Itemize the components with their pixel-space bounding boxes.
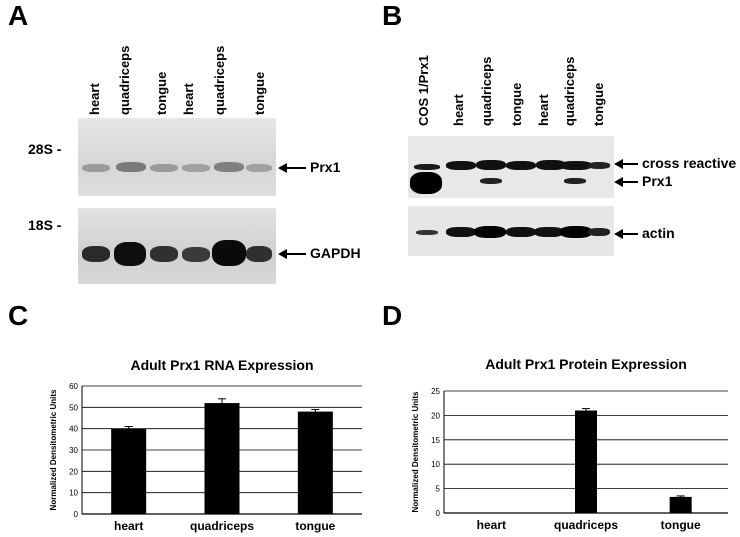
arrow-gapdh (278, 249, 306, 259)
blot-band (474, 226, 506, 238)
x-tick-label: tongue (295, 519, 335, 533)
blot-band (446, 227, 476, 237)
x-tick-label: heart (477, 518, 506, 532)
label-prx1-rna: Prx1 (310, 159, 341, 175)
y-tick-label: 40 (69, 425, 78, 434)
lane-label-b-3: quadriceps (479, 56, 494, 126)
blot-band (82, 164, 110, 172)
actin-blot (408, 206, 614, 256)
blot-band (446, 161, 476, 170)
y-tick-label: 10 (69, 489, 78, 498)
rna-expression-chart: Adult Prx1 RNA Expression Normalized Dens… (49, 357, 362, 533)
blot-band (214, 162, 244, 172)
y-tick-label: 50 (69, 403, 78, 412)
lane-label-b-7: tongue (591, 82, 606, 126)
panel-c-letter: C (8, 300, 29, 331)
y-tick-label: 0 (436, 509, 441, 518)
lane-label-a-5: quadriceps (212, 45, 227, 115)
blot-band (476, 160, 506, 170)
blot-band (416, 230, 438, 235)
blot-band (414, 164, 440, 170)
lane-label-b-5: heart (536, 94, 551, 126)
label-prx1-protein: Prx1 (642, 173, 673, 189)
lane-label-a-6: tongue (252, 71, 267, 115)
blot-band (534, 227, 564, 237)
y-tick-label: 0 (74, 510, 79, 519)
blot-band (82, 246, 110, 262)
label-gapdh: GAPDH (310, 245, 361, 261)
lane-label-b-2: heart (451, 94, 466, 126)
marker-18s: 18S - (28, 217, 62, 233)
bar-heart (111, 428, 147, 514)
prx1-protein-blot (408, 136, 614, 198)
chart-title: Adult Prx1 Protein Expression (485, 356, 687, 372)
blot-band (560, 161, 592, 170)
panel-d-letter: D (382, 300, 403, 331)
y-tick-label: 20 (431, 411, 440, 420)
y-axis-label: Normalized Densitometric Units (411, 391, 420, 512)
y-tick-label: 30 (69, 446, 78, 455)
blot-band (564, 178, 586, 184)
lane-label-a-4: heart (181, 83, 196, 115)
arrow-prx1-protein (614, 177, 638, 187)
protein-expression-chart: Adult Prx1 Protein Expression Normalized … (411, 356, 728, 532)
y-tick-label: 15 (431, 436, 440, 445)
x-tick-label: quadriceps (190, 519, 254, 533)
label-actin: actin (642, 225, 675, 241)
gapdh-blot (78, 208, 276, 284)
bar-quadriceps (575, 410, 597, 513)
lane-label-b-6: quadriceps (562, 56, 577, 126)
y-tick-label: 60 (69, 382, 78, 391)
blot-band (506, 161, 536, 170)
prx1-rna-blot (78, 118, 276, 196)
arrow-prx1-rna (278, 163, 306, 173)
blot-band (150, 164, 178, 172)
marker-28s: 28S - (28, 141, 62, 157)
blot-band (536, 160, 566, 170)
blot-band (212, 240, 246, 266)
chart-title: Adult Prx1 RNA Expression (130, 357, 313, 373)
blot-band (410, 172, 442, 194)
blot-band (588, 228, 610, 236)
blot-band (116, 162, 146, 172)
blot-band (588, 162, 610, 169)
panel-b-letter: B (382, 0, 403, 31)
arrow-cross-reactive (614, 159, 638, 169)
x-tick-label: tongue (661, 518, 701, 532)
lane-label-a-2: quadriceps (117, 45, 132, 115)
blot-band (246, 164, 272, 172)
blot-band (506, 227, 536, 237)
panel-a-letter: A (8, 0, 29, 31)
arrow-actin (614, 229, 638, 239)
blot-band (182, 164, 210, 172)
lane-label-a-1: heart (87, 83, 102, 115)
y-axis-label: Normalized Densitometric Units (49, 389, 58, 510)
bar-tongue (669, 496, 692, 513)
lane-label-b-1: COS 1/Prx1 (416, 55, 431, 126)
blot-band (182, 247, 210, 262)
blot-band (150, 246, 178, 262)
blot-band (560, 226, 592, 238)
blot-band (114, 242, 146, 266)
bar-quadriceps (204, 403, 240, 514)
y-tick-label: 5 (436, 485, 441, 494)
label-cross-reactive: cross reactive (642, 155, 737, 171)
bar-tongue (297, 411, 333, 514)
y-tick-label: 10 (431, 460, 440, 469)
x-tick-label: quadriceps (554, 518, 618, 532)
lane-label-b-4: tongue (509, 82, 524, 126)
blot-band (480, 178, 502, 184)
x-tick-label: heart (114, 519, 143, 533)
y-tick-label: 25 (431, 387, 440, 396)
lane-label-a-3: tongue (154, 71, 169, 115)
y-tick-label: 20 (69, 467, 78, 476)
blot-band (246, 246, 272, 262)
